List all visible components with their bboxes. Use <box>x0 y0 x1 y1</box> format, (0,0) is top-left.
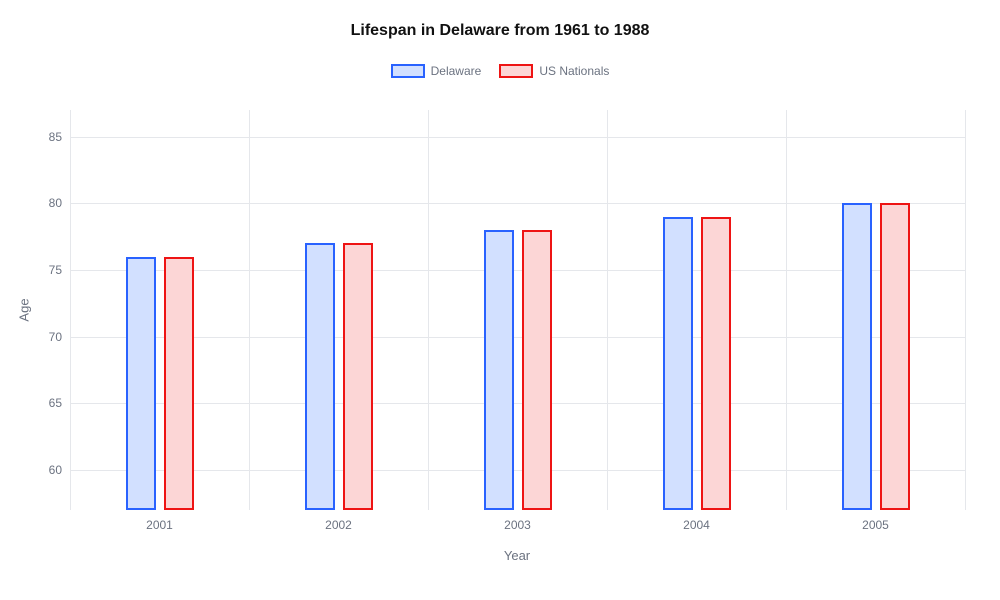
y-tick-label: 80 <box>49 196 62 210</box>
x-tick-label: 2002 <box>325 518 352 532</box>
bar <box>484 230 514 510</box>
x-tick-label: 2001 <box>146 518 173 532</box>
bar <box>701 217 731 510</box>
x-tick-label: 2003 <box>504 518 531 532</box>
gridline-horizontal <box>70 470 965 471</box>
chart-title: Lifespan in Delaware from 1961 to 1988 <box>0 0 1000 40</box>
bar <box>343 243 373 510</box>
gridline-vertical <box>428 110 429 510</box>
y-tick-label: 70 <box>49 330 62 344</box>
gridline-horizontal <box>70 203 965 204</box>
bar <box>663 217 693 510</box>
gridline-vertical <box>249 110 250 510</box>
y-axis-label: Age <box>17 298 32 321</box>
legend-item-us-nationals: US Nationals <box>499 64 609 78</box>
y-tick-label: 65 <box>49 396 62 410</box>
legend-swatch-delaware <box>391 64 425 78</box>
bar <box>126 257 156 510</box>
bar <box>880 203 910 510</box>
plot-area: 60657075808520012002200320042005 <box>70 110 965 510</box>
gridline-vertical <box>786 110 787 510</box>
gridline-horizontal <box>70 403 965 404</box>
gridline-vertical <box>607 110 608 510</box>
legend-label-us-nationals: US Nationals <box>539 64 609 78</box>
legend-item-delaware: Delaware <box>391 64 482 78</box>
chart-container: Lifespan in Delaware from 1961 to 1988 D… <box>0 0 1000 600</box>
legend-swatch-us-nationals <box>499 64 533 78</box>
x-tick-label: 2005 <box>862 518 889 532</box>
gridline-horizontal <box>70 270 965 271</box>
gridline-horizontal <box>70 137 965 138</box>
bar <box>164 257 194 510</box>
x-tick-label: 2004 <box>683 518 710 532</box>
gridline-horizontal <box>70 337 965 338</box>
gridline-vertical <box>70 110 71 510</box>
y-tick-label: 85 <box>49 130 62 144</box>
y-tick-label: 60 <box>49 463 62 477</box>
bar <box>522 230 552 510</box>
x-axis-label: Year <box>504 548 530 563</box>
bar <box>305 243 335 510</box>
legend: Delaware US Nationals <box>0 64 1000 78</box>
y-tick-label: 75 <box>49 263 62 277</box>
gridline-vertical <box>965 110 966 510</box>
bar <box>842 203 872 510</box>
legend-label-delaware: Delaware <box>431 64 482 78</box>
